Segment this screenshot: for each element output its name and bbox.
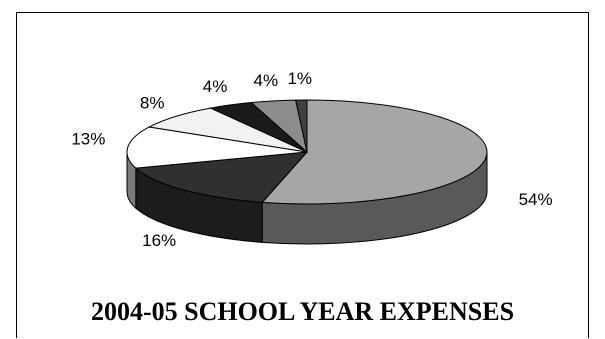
slice-label-7: 1% bbox=[287, 69, 312, 88]
pie-slice-1 bbox=[261, 99, 488, 205]
slice-label-5: 4% bbox=[203, 77, 228, 96]
slice-label-6: 4% bbox=[254, 71, 279, 90]
slice-label-1: 54% bbox=[519, 190, 553, 209]
slice-label-3: 13% bbox=[71, 130, 105, 149]
chart-title: 2004-05 SCHOOL YEAR EXPENSES bbox=[90, 297, 515, 326]
slice-label-4: 8% bbox=[140, 93, 165, 112]
chart-frame bbox=[16, 12, 589, 338]
slice-label-2: 16% bbox=[142, 231, 176, 250]
pie-slice-3 bbox=[126, 126, 308, 169]
pie-slice-2 bbox=[134, 151, 309, 203]
pie-slice-4 bbox=[147, 107, 308, 153]
pie-slice-7 bbox=[295, 99, 308, 153]
